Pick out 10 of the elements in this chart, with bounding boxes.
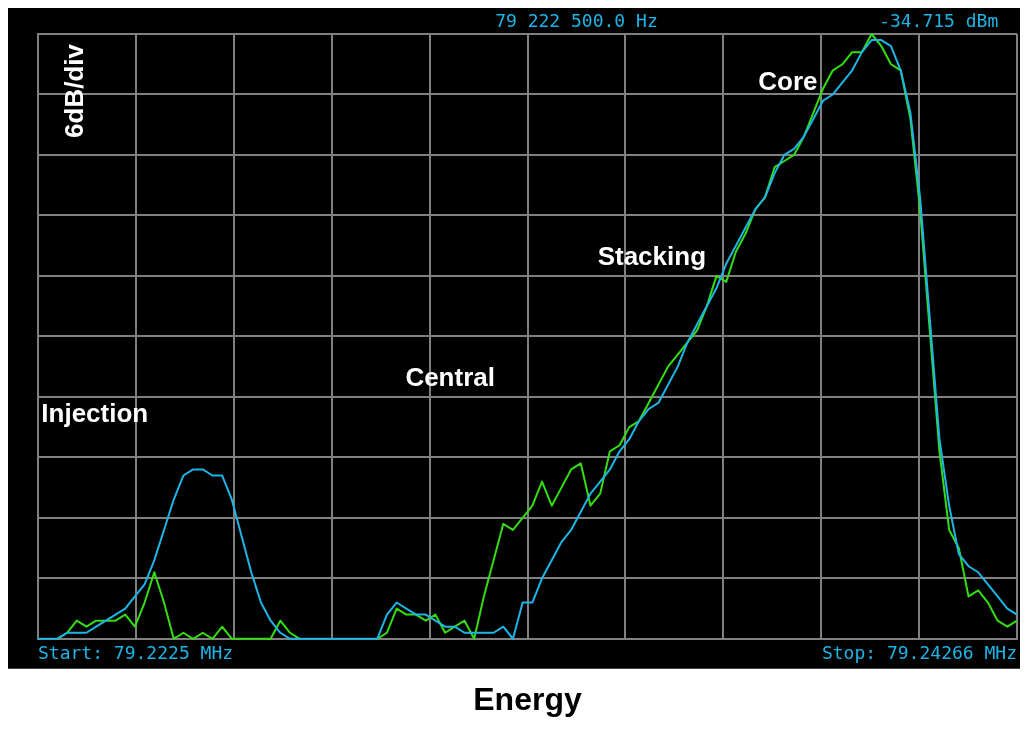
text: Start: 79.2225 MHz [38, 642, 234, 664]
y-axis-title: 6dB/div [59, 43, 90, 138]
text: Stop: 79.24266 MHz [821, 642, 1017, 664]
annotation: Injection [41, 398, 149, 429]
annotation: Core [758, 65, 818, 96]
annotation: Central [405, 361, 495, 392]
text: -34.715 dBm [879, 9, 999, 31]
annotation: Stacking [597, 240, 707, 271]
text: 79 222 500.0 Hz [495, 9, 658, 31]
x-axis-title: Energy [473, 680, 582, 717]
